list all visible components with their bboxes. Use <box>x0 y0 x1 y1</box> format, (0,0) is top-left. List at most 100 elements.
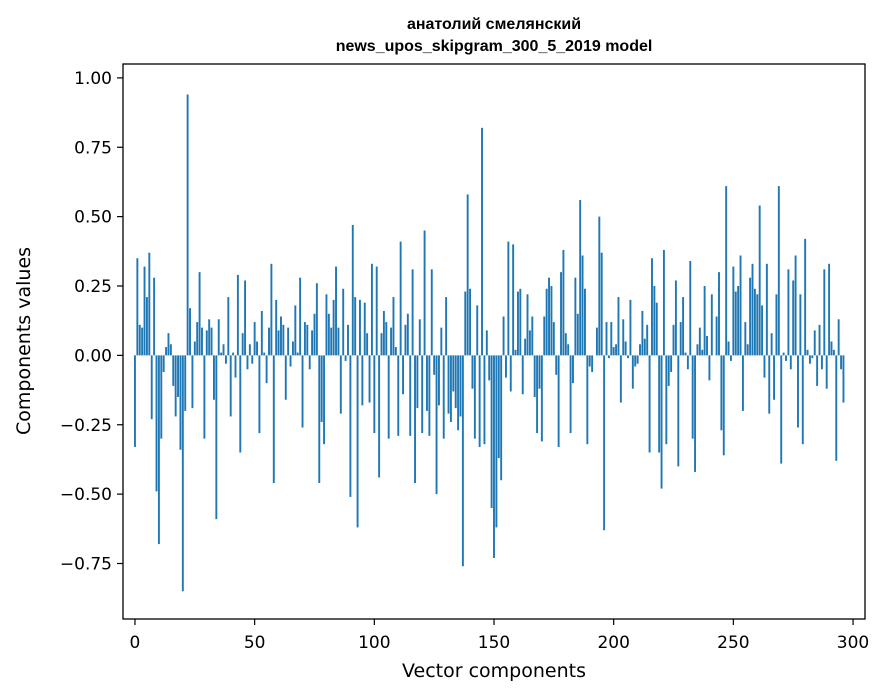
bar <box>428 355 431 436</box>
bar <box>244 280 247 356</box>
bar <box>670 355 673 373</box>
bar <box>818 324 821 356</box>
bar <box>674 280 677 356</box>
bar <box>174 355 177 417</box>
x-tick-label: 150 <box>478 633 510 653</box>
bar <box>576 313 579 356</box>
y-tick-label: 0.50 <box>74 208 112 228</box>
bar <box>213 355 215 400</box>
bar <box>325 294 328 356</box>
bar <box>567 344 570 356</box>
bar <box>327 313 330 356</box>
bar <box>351 224 354 356</box>
bar <box>280 316 282 356</box>
bar <box>275 299 278 356</box>
bar <box>179 355 182 450</box>
bar <box>603 355 606 531</box>
bar <box>734 291 737 356</box>
bar <box>574 277 577 356</box>
bar <box>569 355 572 434</box>
bar <box>270 263 273 356</box>
y-tick-label: 0.00 <box>74 346 112 366</box>
bar <box>758 205 761 356</box>
bar <box>222 344 225 356</box>
bar <box>562 249 565 356</box>
bar <box>509 355 512 392</box>
bar <box>148 252 151 356</box>
bar <box>505 355 507 378</box>
bar <box>437 355 440 406</box>
bar <box>157 355 160 545</box>
bar <box>368 355 371 403</box>
bar <box>572 355 574 384</box>
bar <box>825 355 828 389</box>
bar <box>251 355 254 364</box>
bar <box>330 327 333 356</box>
bar <box>828 263 831 356</box>
bar <box>253 322 256 356</box>
bar <box>356 355 359 528</box>
bar <box>703 286 706 356</box>
bar <box>143 266 146 356</box>
bar <box>495 355 498 528</box>
bar <box>215 355 218 520</box>
bar <box>165 347 168 356</box>
bar <box>265 355 268 384</box>
bar <box>689 261 692 356</box>
bar <box>311 330 314 356</box>
bar <box>715 316 718 356</box>
bar <box>627 355 629 359</box>
bar <box>473 355 476 439</box>
bar <box>205 330 208 356</box>
bar <box>414 355 416 484</box>
bar <box>672 324 675 356</box>
bar <box>696 344 699 356</box>
bar <box>816 355 819 386</box>
bar <box>502 316 505 356</box>
bar <box>584 288 586 356</box>
bar <box>521 355 524 395</box>
bar <box>272 355 275 484</box>
bar <box>837 319 840 356</box>
bar <box>466 194 469 356</box>
bar <box>639 344 641 356</box>
bar <box>612 347 615 356</box>
bar <box>210 327 213 356</box>
bar <box>763 355 766 378</box>
bar <box>773 355 775 400</box>
bar <box>361 355 364 406</box>
bar <box>718 272 720 356</box>
x-tick-label: 250 <box>717 633 749 653</box>
bar <box>531 316 534 356</box>
bar <box>347 324 349 356</box>
bar <box>545 288 548 356</box>
bar <box>172 355 175 386</box>
bar <box>490 355 493 509</box>
bar <box>500 355 503 481</box>
bar <box>208 319 211 356</box>
bar <box>536 355 539 434</box>
bar <box>600 252 603 356</box>
bar <box>191 355 194 409</box>
bar <box>746 344 749 356</box>
bar <box>447 355 450 414</box>
bar <box>842 355 845 403</box>
bar <box>138 324 141 356</box>
bar <box>519 288 522 356</box>
x-tick-label: 0 <box>130 633 141 653</box>
bar <box>782 352 785 356</box>
bar <box>744 322 747 356</box>
bar <box>234 355 237 378</box>
bar <box>397 355 400 436</box>
bar <box>665 355 668 445</box>
bar <box>303 322 306 356</box>
bar <box>794 255 797 356</box>
bar <box>284 355 287 400</box>
bar <box>564 333 567 356</box>
bar <box>268 327 270 356</box>
bar <box>294 305 297 356</box>
bar <box>409 355 412 436</box>
bar <box>765 263 768 356</box>
bar <box>768 355 771 414</box>
bar <box>701 349 704 356</box>
